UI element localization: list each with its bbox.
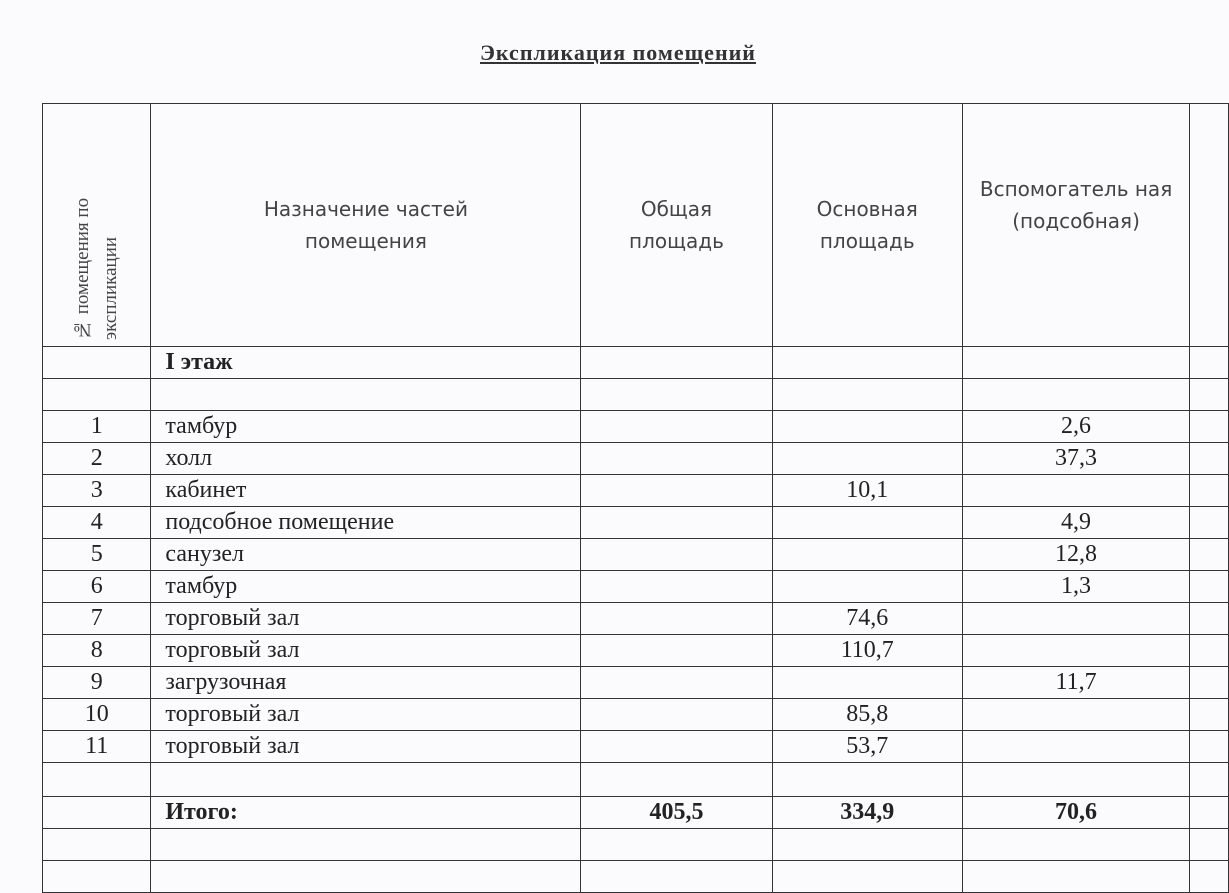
premises-table: № помещения по экспликации Назначение ча… [41, 103, 1229, 893]
totals-row: Итого: 405,5 334,9 70,6 [41, 796, 1229, 829]
main-area: 85,8 [771, 698, 963, 731]
total-area [580, 602, 773, 635]
auxiliary-area [961, 474, 1191, 507]
room-number: 9 [41, 666, 152, 699]
auxiliary-area: 1,3 [961, 570, 1191, 603]
header-auxiliary-area: Вспомогатель ная (подсобная) [961, 103, 1191, 347]
table-row: 11 торговый зал 53,7 [41, 730, 1229, 763]
room-number: 10 [41, 698, 152, 731]
floor-row: I этаж [41, 346, 1229, 379]
auxiliary-area: 2,6 [961, 410, 1191, 443]
auxiliary-area [961, 730, 1191, 763]
totals-total-area: 405,5 [580, 796, 773, 829]
main-area: 10,1 [771, 474, 963, 507]
table-row: 3 кабинет 10,1 [41, 474, 1229, 507]
empty-row [41, 762, 1229, 797]
total-area [580, 730, 773, 763]
room-number: 2 [41, 442, 152, 475]
table-row: 9 загрузочная 11,7 [41, 666, 1229, 699]
empty-row [41, 378, 1229, 411]
auxiliary-area: 11,7 [961, 666, 1191, 699]
room-number: 5 [41, 538, 152, 571]
main-area [771, 410, 963, 443]
room-purpose: тамбур [150, 410, 582, 443]
total-area [580, 506, 773, 539]
floor-label: I этаж [150, 346, 582, 379]
main-area [771, 538, 963, 571]
main-area: 53,7 [771, 730, 963, 763]
room-number: 4 [41, 506, 152, 539]
room-number: 1 [41, 410, 152, 443]
table-row: 5 санузел 12,8 [41, 538, 1229, 571]
room-purpose: загрузочная [150, 666, 582, 699]
main-area [771, 570, 963, 603]
room-number: 3 [41, 474, 152, 507]
room-purpose: тамбур [150, 570, 582, 603]
table-row: 8 торговый зал 110,7 [41, 634, 1229, 667]
main-area: 74,6 [771, 602, 963, 635]
auxiliary-area [961, 698, 1191, 731]
table-row: 10 торговый зал 85,8 [41, 698, 1229, 731]
total-area [580, 570, 773, 603]
totals-main-area: 334,9 [771, 796, 963, 829]
auxiliary-area: 37,3 [961, 442, 1191, 475]
empty-row [41, 860, 1229, 893]
main-area [771, 506, 963, 539]
room-number: 7 [41, 602, 152, 635]
table-header-row: № помещения по экспликации Назначение ча… [41, 103, 1229, 347]
header-number: № помещения по экспликации [41, 103, 152, 347]
totals-auxiliary-area: 70,6 [961, 796, 1191, 829]
total-area [580, 634, 773, 667]
total-area [580, 538, 773, 571]
auxiliary-area: 4,9 [961, 506, 1191, 539]
room-purpose: санузел [150, 538, 582, 571]
room-purpose: подсобное помещение [150, 506, 582, 539]
total-area [580, 698, 773, 731]
main-area: 110,7 [771, 634, 963, 667]
table-row: 2 холл 37,3 [41, 442, 1229, 475]
header-total-area: Общая площадь [580, 103, 773, 347]
total-area [580, 474, 773, 507]
main-area [771, 666, 963, 699]
auxiliary-area [961, 602, 1191, 635]
header-purpose: Назначение частей помещения [150, 103, 582, 347]
room-purpose: кабинет [150, 474, 582, 507]
table-row: 7 торговый зал 74,6 [41, 602, 1229, 635]
totals-label: Итого: [150, 796, 582, 829]
auxiliary-area [961, 634, 1191, 667]
auxiliary-area: 12,8 [961, 538, 1191, 571]
table-row: 4 подсобное помещение 4,9 [41, 506, 1229, 539]
document-title: Экспликация помещений [480, 40, 756, 65]
main-area [771, 442, 963, 475]
room-purpose: торговый зал [150, 698, 582, 731]
header-main-area: Основная площадь [771, 103, 963, 347]
total-area [580, 442, 773, 475]
room-purpose: торговый зал [150, 730, 582, 763]
room-purpose: торговый зал [150, 634, 582, 667]
room-purpose: торговый зал [150, 602, 582, 635]
room-number: 6 [41, 570, 152, 603]
table-row: 1 тамбур 2,6 [41, 410, 1229, 443]
room-number: 11 [41, 730, 152, 763]
room-number: 8 [41, 634, 152, 667]
empty-row [41, 828, 1229, 861]
total-area [580, 666, 773, 699]
room-purpose: холл [150, 442, 582, 475]
table-row: 6 тамбур 1,3 [41, 570, 1229, 603]
total-area [580, 410, 773, 443]
